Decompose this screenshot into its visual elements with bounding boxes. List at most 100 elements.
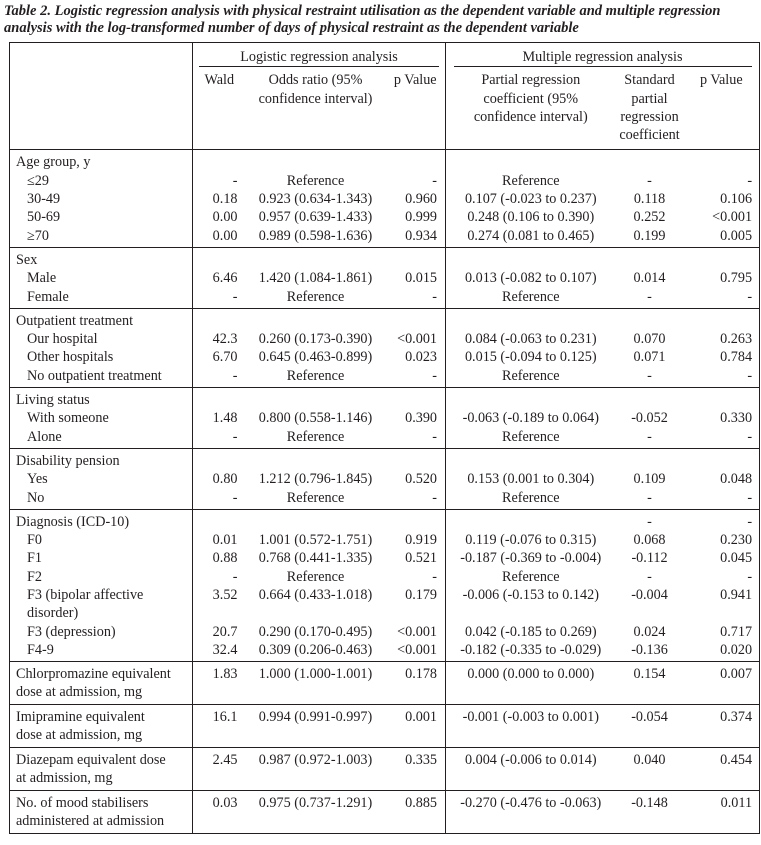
cell-p-value-logistic: 0.885 <box>385 790 447 835</box>
cell-p-value-multiple: 0.007 <box>683 661 761 705</box>
cell-partial-coef: 0.004 (-0.006 to 0.014) <box>445 747 616 791</box>
cell-p-value-logistic <box>385 387 447 410</box>
cell-partial-coef: Reference <box>502 489 560 506</box>
row-label: Diazepam equivalent dose at admission, mg <box>9 747 193 791</box>
cell-standard-coef: - <box>647 568 652 585</box>
cell-odds-ratio: Reference <box>286 288 345 305</box>
regression-table: Logistic regression analysis Multiple re… <box>9 41 761 835</box>
cell-standard-coef: 0.071 <box>633 349 666 366</box>
cell-p-value-multiple: 0.106 <box>683 190 761 209</box>
cell-partial-coef: 0.119 (-0.076 to 0.315) <box>465 532 597 549</box>
group-title-row: Living status <box>9 387 761 410</box>
cell-standard-coef: -0.054 <box>615 704 684 748</box>
cell-wald: - <box>232 172 238 189</box>
cell-p-value-logistic: <0.001 <box>385 622 447 641</box>
cell-wald: - <box>232 489 238 506</box>
cell-p-value-logistic <box>385 149 447 172</box>
cell-p-value-logistic: 0.960 <box>385 190 447 209</box>
cell-odds-ratio <box>245 387 386 410</box>
cell-p-value-multiple <box>683 246 761 270</box>
cell-p-value-logistic: 0.179 <box>385 586 447 623</box>
cell-partial-coef: Reference <box>502 428 560 445</box>
cell-p-value-multiple <box>683 307 761 331</box>
cell-wald: 0.18 <box>212 191 238 208</box>
cell-p-value-multiple: 0.230 <box>683 531 761 550</box>
cell-wald: - <box>232 568 238 585</box>
cell-odds-ratio: 0.664 (0.433-1.018) <box>258 587 373 604</box>
cell-odds-ratio: 1.000 (1.000-1.001) <box>245 661 386 705</box>
cell-odds-ratio <box>245 508 386 532</box>
cell-standard-coef: -0.148 <box>615 790 684 835</box>
cell-partial-coef: -0.063 (-0.189 to 0.064) <box>462 410 599 427</box>
row-label: No outpatient treatment <box>9 366 193 388</box>
cell-partial-coef <box>445 149 616 172</box>
cell-partial-coef: Reference <box>502 172 560 189</box>
cell-odds-ratio: 0.260 (0.173-0.390) <box>258 331 373 348</box>
cell-p-value-multiple <box>683 149 761 172</box>
cell-odds-ratio: 1.420 (1.084-1.861) <box>258 270 373 287</box>
cell-wald <box>192 149 246 172</box>
cell-p-value-multiple: 0.263 <box>683 330 761 349</box>
group-title-row: Sex <box>9 246 761 270</box>
cell-standard-coef: - <box>647 367 652 384</box>
cell-standard-coef: - <box>647 288 652 305</box>
cell-wald: 0.03 <box>192 790 246 835</box>
cell-wald: - <box>232 428 238 445</box>
cell-p-value-multiple: 0.045 <box>683 549 761 568</box>
cell-p-value-logistic: 0.934 <box>385 226 447 248</box>
cell-odds-ratio: 0.957 (0.639-1.433) <box>258 209 373 226</box>
group-header-multiple: Multiple regression analysis <box>445 42 761 68</box>
cell-odds-ratio <box>245 447 386 471</box>
cell-odds-ratio: Reference <box>286 172 345 189</box>
cell-standard-coef: - <box>647 489 652 506</box>
table-row: No outpatient treatment - Reference - Refere… <box>9 366 761 388</box>
row-label: With someone <box>9 409 193 428</box>
cell-wald: - <box>232 367 238 384</box>
cell-partial-coef <box>445 387 616 410</box>
cell-p-value-multiple: 0.784 <box>683 348 761 367</box>
cell-wald: 0.00 <box>212 227 238 244</box>
cell-p-value-multiple: - <box>683 171 761 191</box>
cell-wald: 1.48 <box>212 410 238 427</box>
row-label: Other hospitals <box>9 348 193 367</box>
cell-p-value-multiple: 0.330 <box>683 409 761 428</box>
row-label: F0 <box>9 531 193 550</box>
cell-p-value-multiple: 0.048 <box>683 470 761 489</box>
cell-partial-coef: Reference <box>502 568 560 585</box>
table-row: Alone - Reference - Reference - - <box>9 427 761 449</box>
group-title-row: Disability pension <box>9 447 761 471</box>
table-row: F0 0.01 1.001 (0.572-1.751) 0.919 0.119 (-0.… <box>9 531 761 550</box>
cell-partial-coef <box>445 508 616 532</box>
cell-standard-coef: 0.024 <box>633 623 666 640</box>
table-row: F4-9 32.4 0.309 (0.206-0.463) <0.001 -0.182 … <box>9 640 761 662</box>
table-row: No - Reference - Reference - - <box>9 488 761 510</box>
row-label: 30-49 <box>9 190 193 209</box>
cell-p-value-logistic: 0.001 <box>385 704 447 748</box>
table-row: Female - Reference - Reference - - <box>9 287 761 309</box>
cell-odds-ratio: 0.975 (0.737-1.291) <box>245 790 386 835</box>
cell-odds-ratio: 0.290 (0.170-0.495) <box>258 623 373 640</box>
cell-wald <box>192 246 246 270</box>
col-header-p-value-logistic: p Value <box>385 67 447 150</box>
cell-wald: 6.46 <box>212 270 238 287</box>
cell-odds-ratio: 0.645 (0.463-0.899) <box>258 349 373 366</box>
table-row: Yes 0.80 1.212 (0.796-1.845) 0.520 0.153 (0.… <box>9 470 761 489</box>
table-row: Imipramine equivalent dose at admission, … <box>9 704 761 748</box>
caption-line-1: Table 2. Logistic regression analysis wi… <box>4 3 721 19</box>
cell-partial-coef: 0.084 (-0.063 to 0.231) <box>464 331 597 348</box>
cell-wald: 42.3 <box>212 331 238 348</box>
cell-odds-ratio: 0.994 (0.991-0.997) <box>245 704 386 748</box>
row-label: Our hospital <box>9 330 193 349</box>
cell-wald: 0.00 <box>212 209 238 226</box>
cell-p-value-logistic: - <box>385 171 447 191</box>
cell-wald <box>192 307 246 331</box>
cell-partial-coef: -0.001 (-0.003 to 0.001) <box>445 704 616 748</box>
cell-wald: 20.7 <box>212 623 238 640</box>
cell-wald <box>192 387 246 410</box>
cell-p-value-multiple: 0.717 <box>683 622 761 641</box>
empty-corner <box>9 41 193 150</box>
table-row: ≤29 - Reference - Reference - - <box>9 171 761 191</box>
cell-p-value-multiple: 0.454 <box>683 747 761 791</box>
cell-wald: - <box>232 288 238 305</box>
